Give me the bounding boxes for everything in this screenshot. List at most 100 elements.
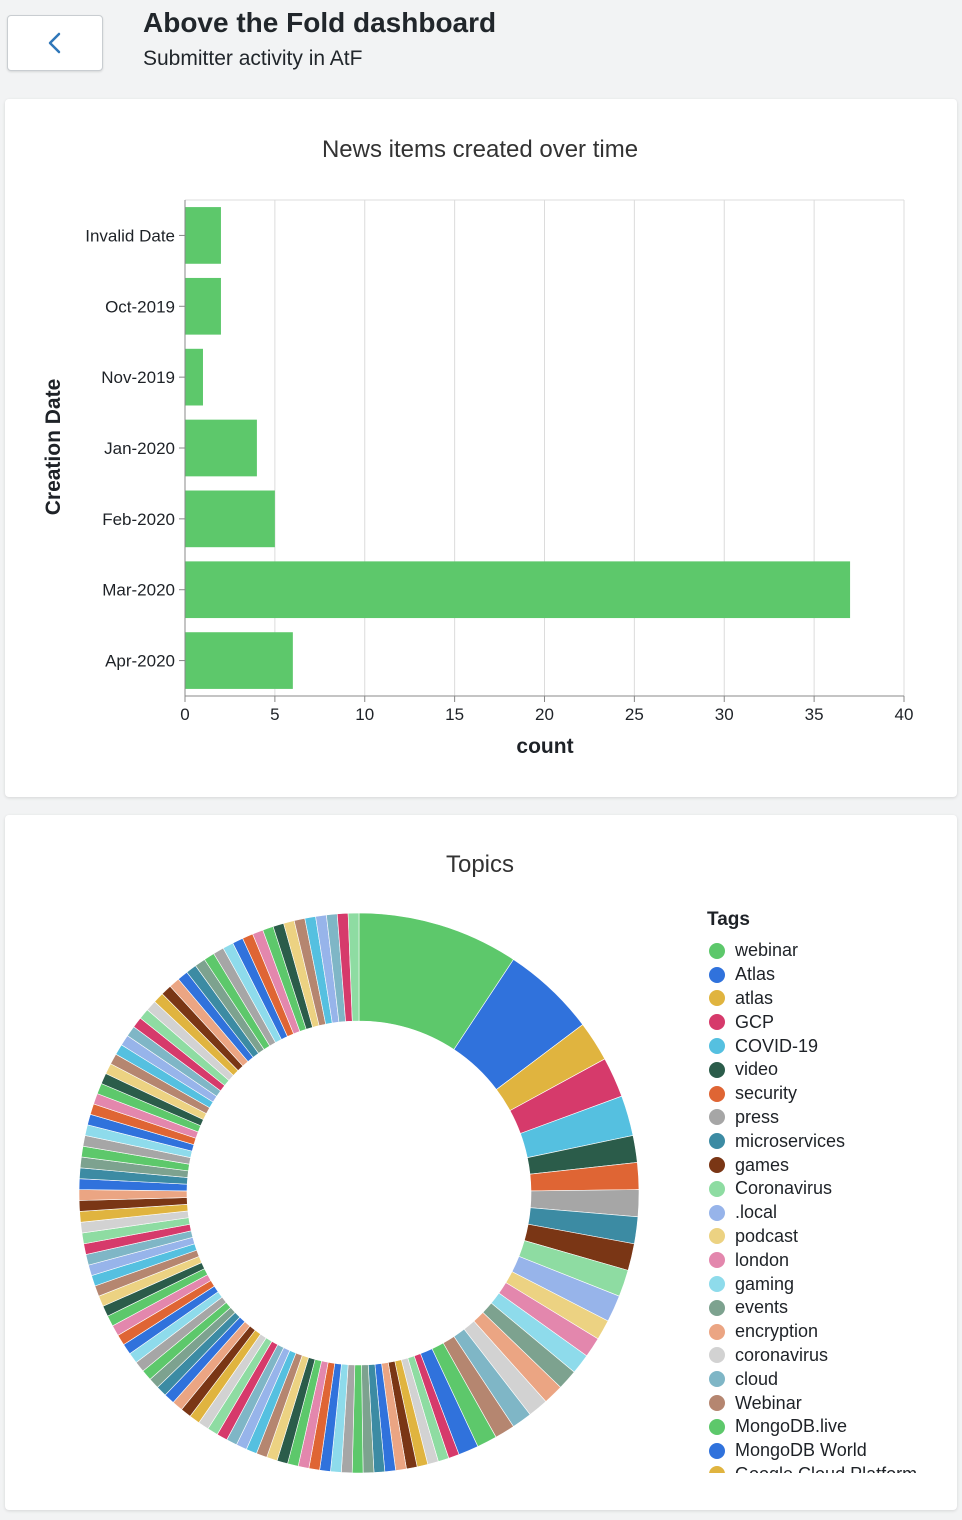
legend-item[interactable]: Coronavirus (705, 1177, 945, 1201)
legend-item[interactable]: security (705, 1082, 945, 1106)
legend-swatch (709, 1323, 725, 1340)
legend-swatch (709, 942, 725, 959)
bar[interactable] (185, 490, 275, 548)
y-axis-title: Creation Date (42, 379, 65, 516)
legend-item[interactable]: encryption (705, 1320, 945, 1344)
legend-label: MongoDB World (735, 1440, 867, 1461)
legend-swatch (709, 1180, 725, 1197)
bar[interactable] (185, 419, 257, 477)
y-tick-label: Oct-2019 (105, 297, 175, 316)
x-tick-label: 15 (445, 705, 464, 724)
legend-label: london (735, 1249, 790, 1270)
legend-label: Atlas (735, 964, 776, 985)
bar[interactable] (185, 277, 221, 335)
legend-label: cloud (735, 1368, 779, 1389)
donut-chart-title: Topics (446, 851, 514, 878)
legend-label: press (735, 1106, 780, 1127)
topics-legend: Tags webinar Atlas atlas GCP COVID-19 video se… (705, 909, 945, 1473)
legend-swatch (709, 1371, 725, 1388)
legend-swatch (709, 1133, 725, 1150)
legend-label: webinar (735, 940, 799, 961)
legend-label: events (735, 1297, 789, 1318)
x-tick-label: 40 (895, 705, 914, 724)
bar[interactable] (185, 561, 851, 619)
legend-label: GCP (735, 1011, 775, 1032)
bar[interactable] (185, 348, 203, 406)
legend-label: .local (735, 1202, 778, 1223)
legend-item[interactable]: Google Cloud Platform (705, 1463, 945, 1473)
legend-label: Coronavirus (735, 1178, 833, 1199)
legend-swatch (709, 1109, 725, 1126)
legend-label: video (735, 1059, 779, 1080)
x-tick-label: 35 (805, 705, 824, 724)
legend-label: games (735, 1154, 790, 1175)
legend-item[interactable]: Webinar (705, 1391, 945, 1415)
x-tick-label: 30 (715, 705, 734, 724)
bar[interactable] (185, 632, 293, 689)
legend-label: microservices (735, 1130, 846, 1151)
y-tick-label: Nov-2019 (101, 368, 175, 387)
legend-item[interactable]: press (705, 1106, 945, 1130)
y-tick-label: Invalid Date (85, 226, 175, 245)
chart-card-news-items: News items created over time Invalid Dat… (5, 99, 957, 797)
legend-swatch (709, 1061, 725, 1078)
legend-label: atlas (735, 987, 774, 1008)
legend-label: coronavirus (735, 1344, 829, 1365)
x-tick-label: 0 (180, 705, 189, 724)
x-tick-label: 20 (535, 705, 554, 724)
legend-item[interactable]: MongoDB.live (705, 1415, 945, 1439)
x-tick-label: 25 (625, 705, 644, 724)
legend-label: gaming (735, 1273, 795, 1294)
legend-item[interactable]: atlas (705, 987, 945, 1011)
donut-chart: Topics (78, 851, 640, 1474)
legend-swatch (709, 1418, 725, 1435)
chart-card-topics: Topics Tags webinar Atlas atlas GCP COVID-19… (5, 815, 957, 1510)
legend-item[interactable]: london (705, 1248, 945, 1272)
bar-chart-title: News items created over time (322, 136, 638, 163)
bar-chart: News items created over time Invalid Dat… (42, 136, 914, 758)
legend-label: COVID-19 (735, 1035, 819, 1056)
legend-swatch (709, 1442, 725, 1459)
legend-swatch (709, 1252, 725, 1269)
legend-item[interactable]: events (705, 1296, 945, 1320)
legend-title: Tags (707, 909, 750, 930)
legend-item[interactable]: MongoDB World (705, 1439, 945, 1463)
x-tick-label: 5 (270, 705, 279, 724)
legend-label: encryption (735, 1321, 819, 1342)
legend-swatch (709, 966, 725, 983)
y-tick-label: Mar-2020 (102, 581, 175, 600)
x-tick-label: 10 (355, 705, 374, 724)
y-tick-label: Feb-2020 (102, 510, 175, 529)
legend-label: MongoDB.live (735, 1416, 848, 1437)
legend-swatch (709, 1038, 725, 1055)
legend-item[interactable]: cloud (705, 1367, 945, 1391)
legend-label: security (735, 1083, 798, 1104)
legend-item[interactable]: coronavirus (705, 1344, 945, 1368)
x-axis-title: count (516, 735, 573, 758)
y-tick-label: Jan-2020 (104, 439, 175, 458)
legend-item[interactable]: Atlas (705, 963, 945, 987)
legend-item[interactable]: .local (705, 1201, 945, 1225)
dashboard-subtitle: Submitter activity in AtF (143, 47, 363, 70)
legend-swatch (709, 1228, 725, 1245)
legend-item[interactable]: microservices (705, 1129, 945, 1153)
legend-label: podcast (735, 1225, 799, 1246)
legend-item[interactable]: games (705, 1153, 945, 1177)
legend-item[interactable]: podcast (705, 1225, 945, 1249)
legend-swatch (709, 1204, 725, 1221)
page-header: Above the Fold dashboard Submitter activ… (0, 0, 962, 92)
legend-swatch (709, 1466, 725, 1473)
legend-swatch (709, 1276, 725, 1293)
bar[interactable] (185, 207, 221, 264)
legend-item[interactable]: video (705, 1058, 945, 1082)
legend-item[interactable]: webinar (705, 939, 945, 963)
legend-label: Google Cloud Platform (735, 1464, 917, 1473)
legend-item[interactable]: GCP (705, 1010, 945, 1034)
legend-swatch (709, 1299, 725, 1316)
legend-swatch (709, 1014, 725, 1031)
legend-swatch (709, 990, 725, 1007)
legend-item[interactable]: gaming (705, 1272, 945, 1296)
back-button[interactable] (7, 15, 103, 71)
legend-item[interactable]: COVID-19 (705, 1034, 945, 1058)
donut-slice[interactable] (347, 912, 360, 1022)
